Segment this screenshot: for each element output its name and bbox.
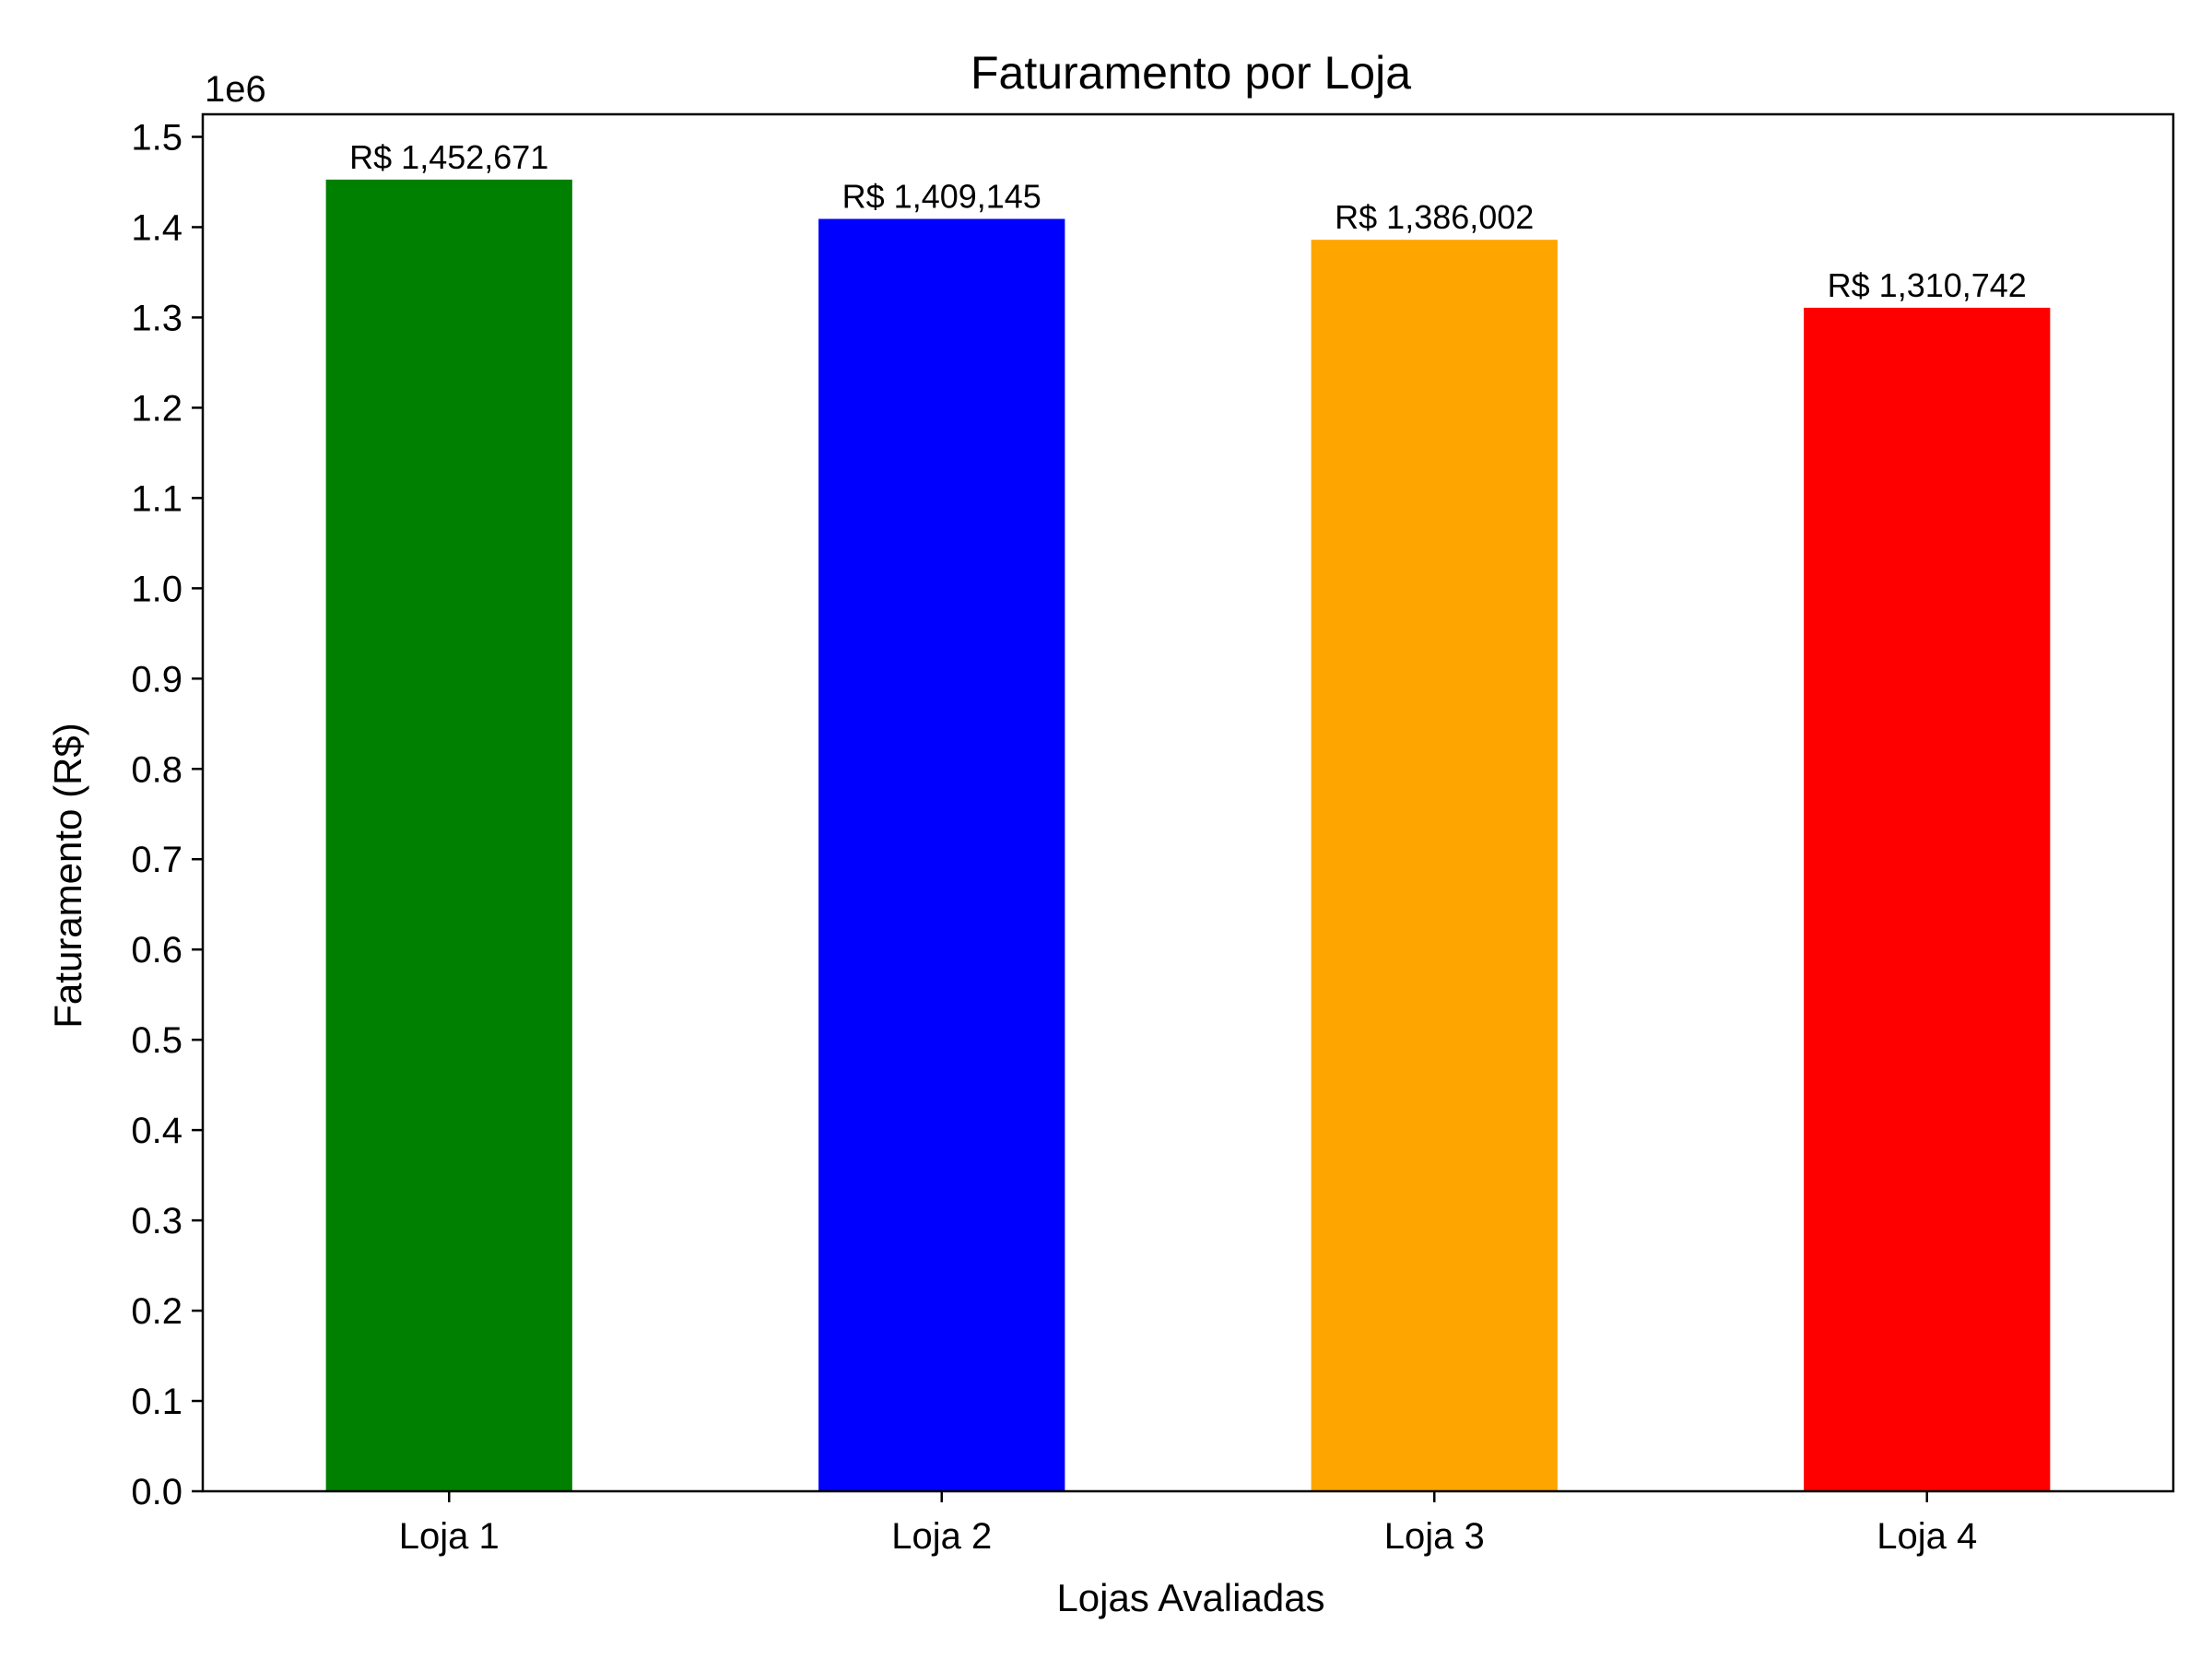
- bar-loja-2: [818, 218, 1065, 1491]
- bars-group: [325, 179, 2051, 1492]
- x-tick-label: Loja 3: [1384, 1516, 1485, 1557]
- x-tick-label: Loja 4: [1877, 1516, 1977, 1557]
- y-tick-label: 1.1: [131, 478, 182, 519]
- data-label-loja-2: R$ 1,409,145: [842, 178, 1041, 216]
- x-ticks-group: Loja 1 Loja 2 Loja 3 Loja 4: [399, 1491, 1977, 1557]
- bar-loja-3: [1311, 240, 1558, 1491]
- y-tick-label: 0.7: [131, 840, 182, 880]
- data-label-loja-4: R$ 1,310,742: [1828, 266, 2027, 304]
- x-tick-label: Loja 1: [399, 1516, 500, 1557]
- y-axis-offset-label: 1e6: [205, 69, 266, 110]
- y-tick-label: 1.3: [131, 298, 182, 338]
- y-tick-label: 0.2: [131, 1291, 182, 1332]
- bar-loja-4: [1804, 307, 2051, 1491]
- y-tick-label: 0.5: [131, 1020, 182, 1061]
- data-labels-group: R$ 1,452,671 R$ 1,409,145 R$ 1,386,002 R$ 1…: [349, 138, 2027, 304]
- x-axis-label: Lojas Avaliadas: [1056, 1576, 1324, 1619]
- bar-loja-1: [325, 179, 572, 1492]
- y-tick-label: 0.0: [131, 1472, 182, 1512]
- y-axis-label: Faturamento (R$): [46, 723, 89, 1028]
- data-label-loja-1: R$ 1,452,671: [349, 138, 548, 176]
- data-label-loja-3: R$ 1,386,002: [1335, 198, 1534, 236]
- y-tick-label: 0.8: [131, 749, 182, 790]
- y-tick-label: 1.0: [131, 569, 182, 609]
- x-tick-label: Loja 2: [891, 1516, 992, 1557]
- y-tick-label: 0.4: [131, 1111, 182, 1151]
- y-tick-label: 1.4: [131, 207, 182, 248]
- y-tick-label: 1.5: [131, 117, 182, 158]
- y-ticks-group: 0.0 0.1 0.2 0.3 0.4 0.5 0.6 0.7 0.8 0.9 1.0 1.1 1.2 1…: [131, 117, 203, 1512]
- y-tick-label: 0.9: [131, 659, 182, 700]
- y-tick-label: 0.3: [131, 1201, 182, 1241]
- plot-frame: [201, 112, 2175, 1493]
- y-tick-label: 0.1: [131, 1382, 182, 1422]
- chart-title: Faturamento por Loja: [971, 47, 1411, 99]
- y-tick-label: 1.2: [131, 388, 182, 429]
- y-tick-label: 0.6: [131, 930, 182, 971]
